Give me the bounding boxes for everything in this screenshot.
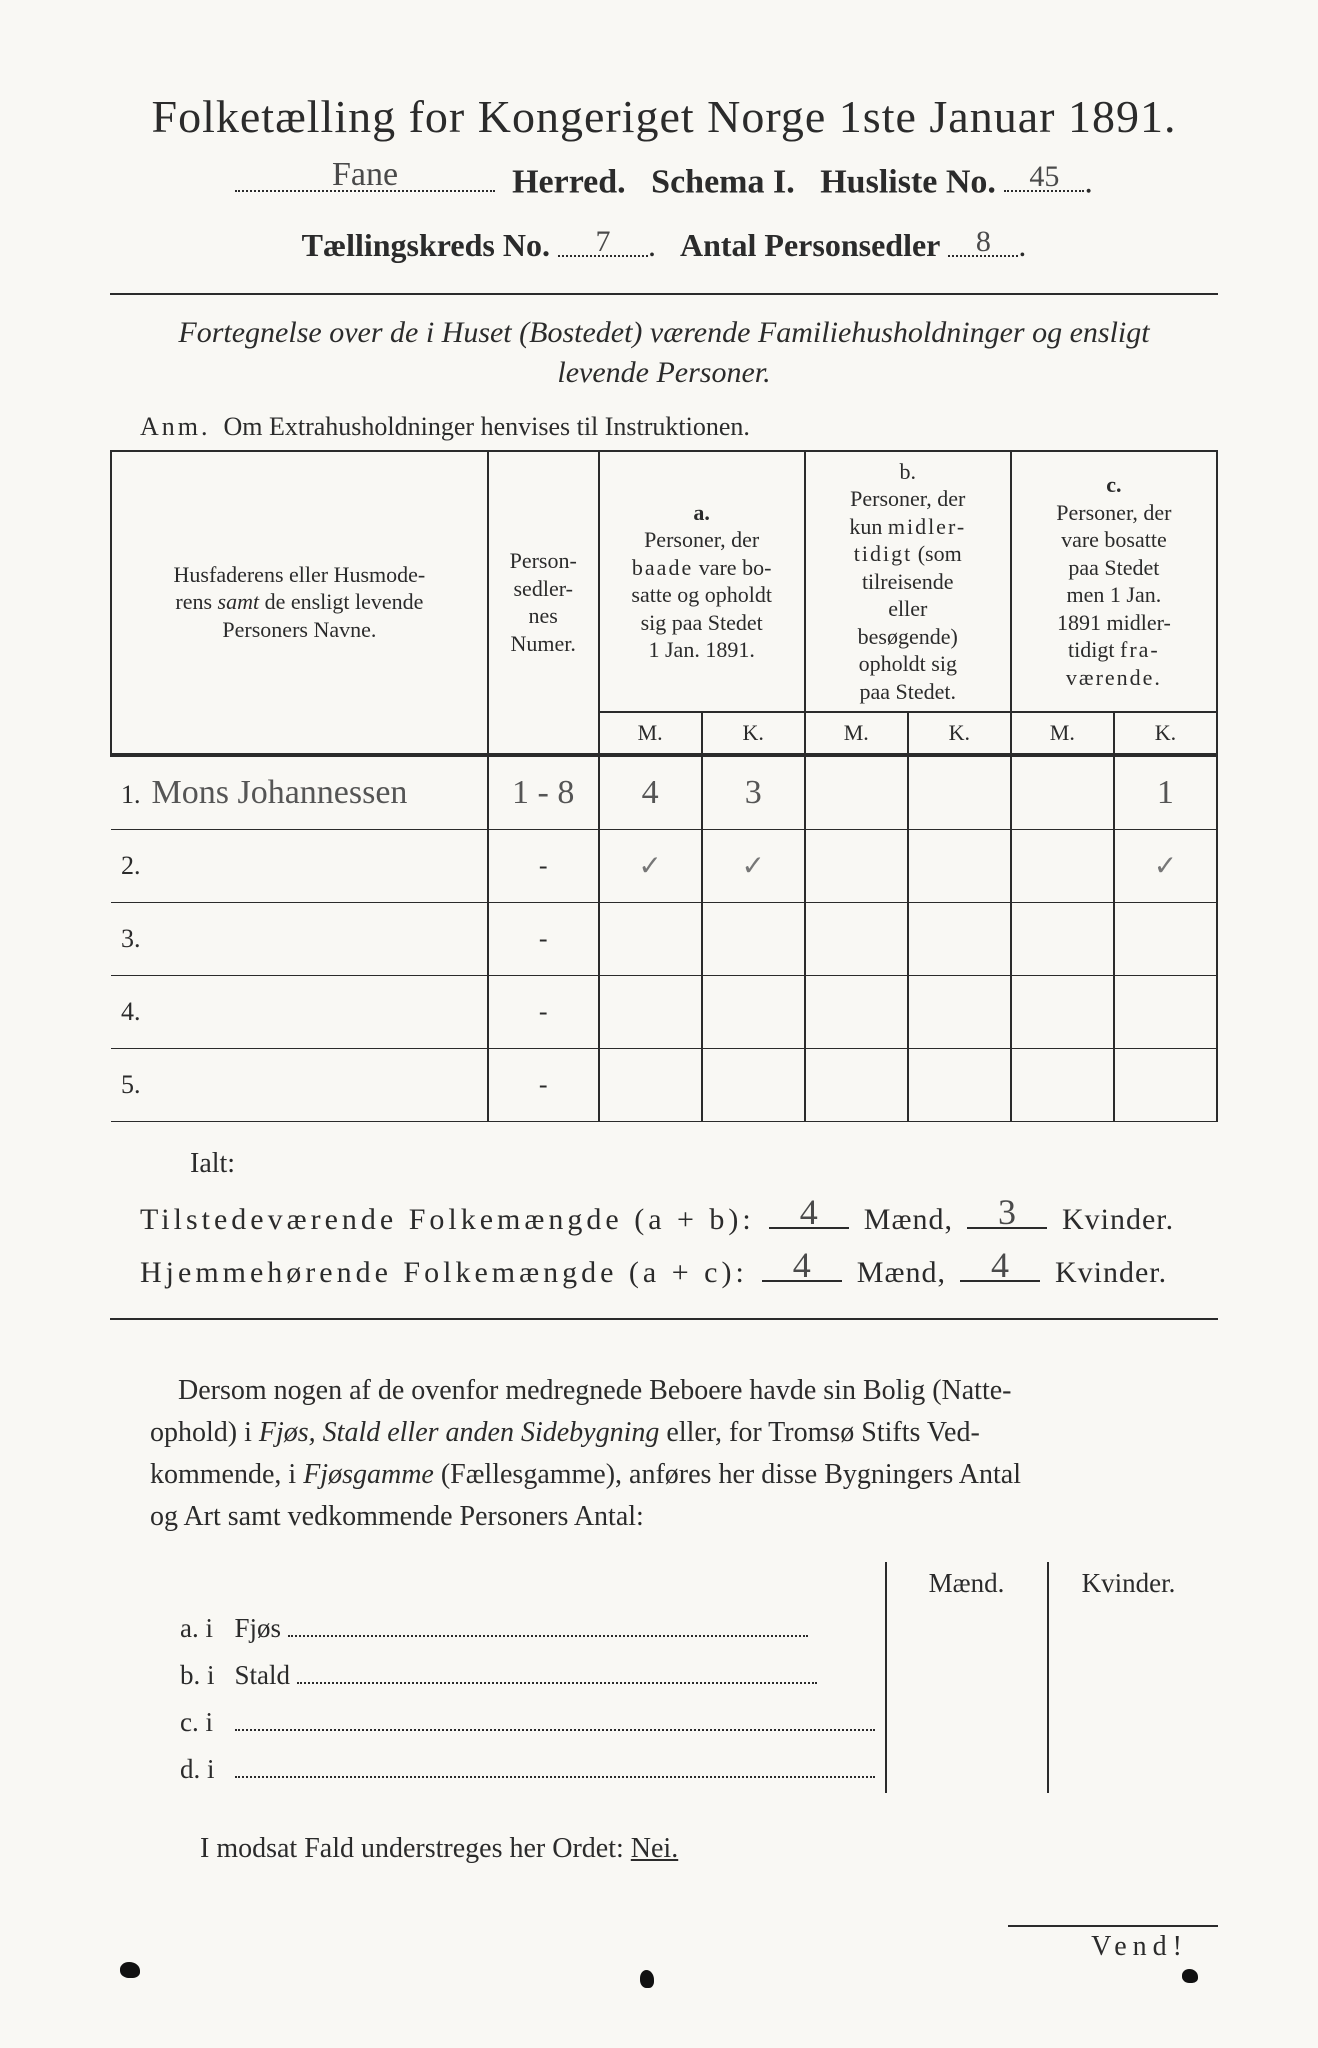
sum-present: Tilstedeværende Folkemængde (a + b): 4 M…: [140, 1194, 1218, 1237]
th-c-k: K.: [1114, 712, 1217, 755]
th-b-k: K.: [908, 712, 1011, 755]
ink-blot: [640, 1970, 654, 1988]
sum2-k-label: Kvinder.: [1055, 1256, 1167, 1289]
census-form-page: Folketælling for Kongeriget Norge 1ste J…: [0, 0, 1318, 2048]
sum1-k: 3: [967, 1191, 1047, 1233]
bt-a-label: a. i: [180, 1613, 213, 1643]
page-title: Folketælling for Kongeriget Norge 1ste J…: [110, 90, 1218, 143]
anm-line: Anm. Om Extrahusholdninger henvises til …: [140, 412, 1218, 442]
antal-value: 8: [948, 225, 1018, 259]
bt-head-m: Mænd.: [886, 1562, 1048, 1605]
sum1-label: Tilstedeværende Folkemængde (a + b):: [140, 1203, 755, 1236]
schema-label: Schema I.: [651, 163, 795, 200]
sum-resident: Hjemmehørende Folkemængde (a + c): 4 Mæn…: [140, 1247, 1218, 1290]
th-name: Husfaderens eller Husmode-rens samt de e…: [111, 451, 488, 755]
husliste-value: 45: [1004, 160, 1084, 194]
kreds-label: Tællingskreds No.: [302, 228, 550, 264]
bt-b-label: b. i: [180, 1660, 215, 1690]
table-row: 2. -✓✓✓: [111, 829, 1217, 902]
th-c-m: M.: [1011, 712, 1114, 755]
bt-row-a: a. i Fjøs: [170, 1605, 1209, 1652]
bt-a-text: Fjøs: [235, 1613, 282, 1643]
header-line-3: Tællingskreds No. 7 . Antal Personsedler…: [110, 219, 1218, 264]
ialt-label: Ialt:: [190, 1148, 1218, 1180]
sum1-m-label: Mænd,: [864, 1203, 953, 1236]
ink-blot: [1182, 1969, 1198, 1983]
nei-word: Nei.: [631, 1833, 678, 1864]
sum2-k: 4: [960, 1244, 1040, 1286]
header-line-2: Fane Herred. Schema I. Husliste No. 45 .: [110, 153, 1218, 201]
sum2-m-label: Mænd,: [857, 1256, 946, 1289]
bt-row-d: d. i: [170, 1746, 1209, 1793]
bt-head-k: Kvinder.: [1048, 1562, 1209, 1605]
separator-1: [110, 293, 1218, 295]
table-row: 1. Mons Johannessen1 - 8431: [111, 755, 1217, 830]
husliste-label: Husliste No.: [820, 163, 996, 200]
bt-d-label: d. i: [180, 1754, 215, 1784]
anm-text: Om Extrahusholdninger henvises til Instr…: [224, 412, 750, 441]
anm-label: Anm.: [140, 412, 211, 441]
herred-label: Herred.: [512, 163, 626, 200]
th-c: c. Personer, dervare bosattepaa Stedetme…: [1011, 451, 1217, 713]
outbuilding-paragraph: Dersom nogen af de ovenfor medregnede Be…: [150, 1370, 1208, 1538]
th-b-m: M.: [805, 712, 908, 755]
sum2-m: 4: [762, 1244, 842, 1286]
kreds-value: 7: [558, 225, 648, 259]
th-a-m: M.: [599, 712, 702, 755]
th-num: Person-sedler-nesNumer.: [488, 451, 599, 755]
th-a-label: a.: [693, 500, 710, 525]
herred-value: Fane: [235, 156, 495, 194]
bt-b-text: Stald: [235, 1660, 291, 1690]
outbuilding-table: Mænd. Kvinder. a. i Fjøs b. i Stald c. i…: [170, 1562, 1209, 1793]
table-row: 3. -: [111, 902, 1217, 975]
separator-2: [110, 1318, 1218, 1320]
nei-line: I modsat Fald understreges her Ordet: Ne…: [200, 1833, 1218, 1865]
sum2-label: Hjemmehørende Folkemængde (a + c):: [140, 1256, 748, 1289]
sum1-m: 4: [769, 1191, 849, 1233]
antal-label: Antal Personsedler: [680, 228, 940, 264]
th-b: b. Personer, derkun midler-tidigt (somti…: [805, 451, 1011, 713]
th-a: a. Personer, derbaade vare bo-satte og o…: [599, 451, 805, 713]
bt-c-label: c. i: [180, 1707, 213, 1737]
table-row: 4. -: [111, 975, 1217, 1048]
th-a-k: K.: [702, 712, 805, 755]
th-b-label: b.: [900, 459, 917, 484]
vend-label: Vend!: [1008, 1925, 1218, 1963]
ink-blot: [120, 1962, 140, 1978]
bt-row-c: c. i: [170, 1699, 1209, 1746]
subtitle: Fortegnelse over de i Huset (Bostedet) v…: [130, 313, 1198, 394]
bt-row-b: b. i Stald: [170, 1652, 1209, 1699]
th-c-label: c.: [1106, 472, 1121, 497]
sum1-k-label: Kvinder.: [1062, 1203, 1174, 1236]
nei-text: I modsat Fald understreges her Ordet:: [200, 1833, 624, 1864]
household-table: Husfaderens eller Husmode-rens samt de e…: [110, 450, 1218, 1122]
table-row: 5. -: [111, 1048, 1217, 1121]
